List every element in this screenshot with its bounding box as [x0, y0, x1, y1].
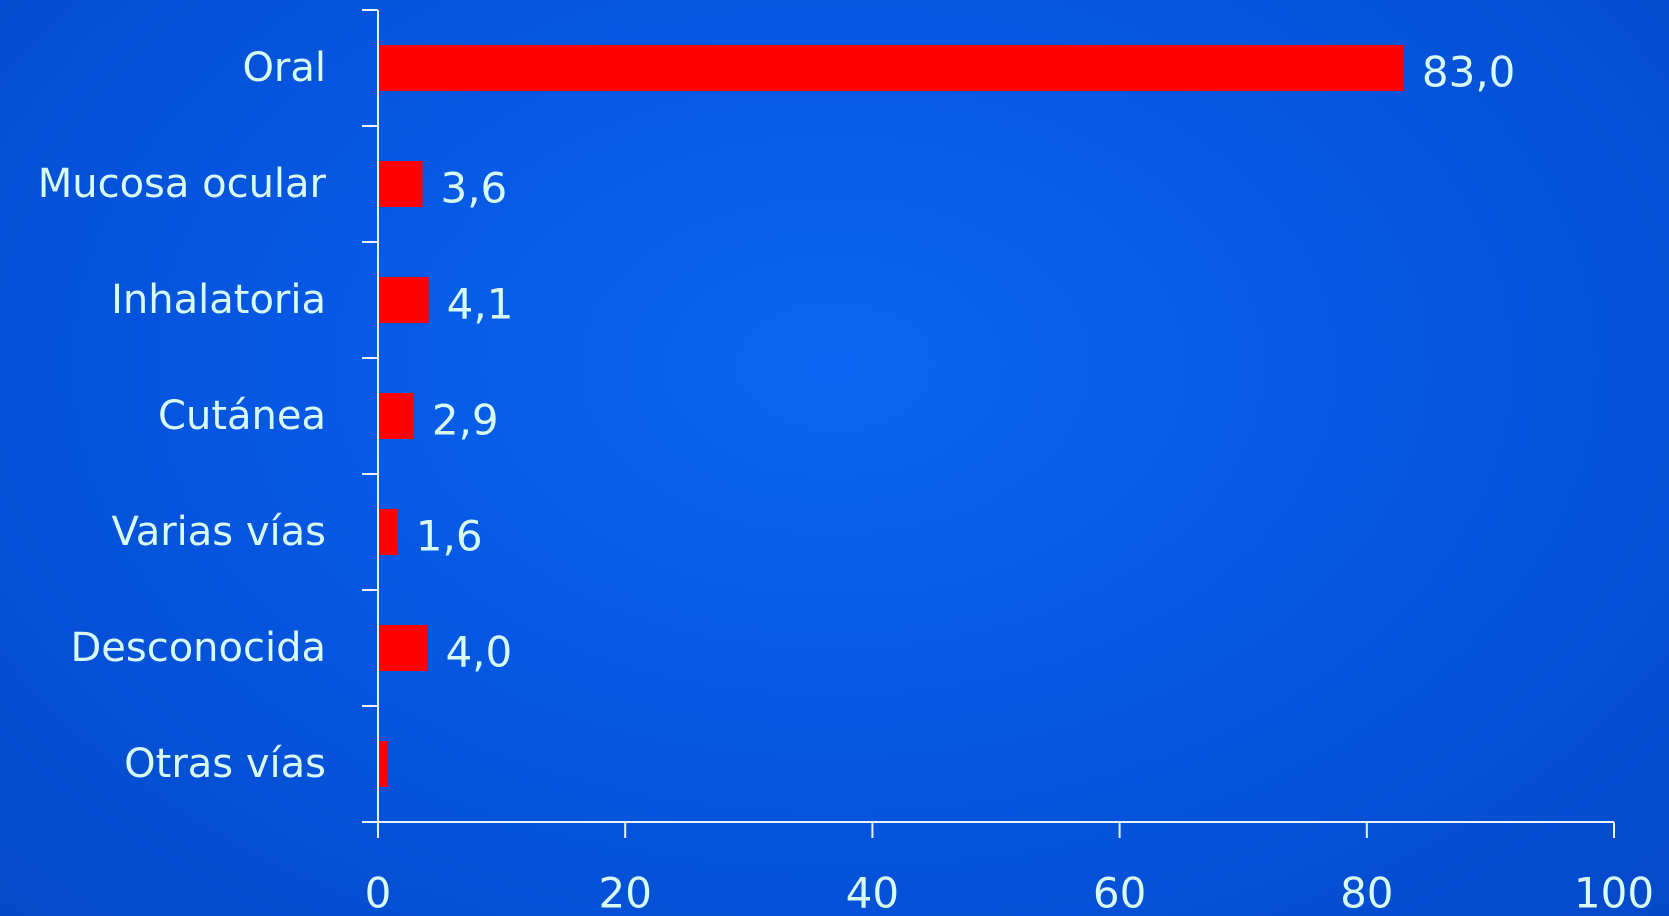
data-labels-group: 83,0 3,6 4,1 2,9 1,6 4,0 — [416, 48, 1516, 677]
data-label: 2,9 — [432, 396, 499, 445]
bar — [378, 161, 423, 207]
category-label: Desconocida — [70, 625, 326, 671]
data-label: 3,6 — [440, 164, 507, 213]
category-labels-group: Oral Mucosa ocular Inhalatoria Cutánea Varia… — [38, 45, 327, 787]
bars-group — [378, 45, 1404, 787]
category-label: Inhalatoria — [111, 277, 326, 323]
category-label: Mucosa ocular — [38, 161, 327, 207]
category-label: Varias vías — [111, 509, 326, 555]
bar — [378, 393, 414, 439]
data-label: 4,0 — [445, 628, 512, 677]
x-tick-label: 80 — [1340, 869, 1393, 916]
bar — [378, 45, 1404, 91]
bar — [378, 277, 429, 323]
x-tick-label: 60 — [1093, 869, 1146, 916]
category-label: Oral — [242, 45, 326, 91]
data-label: 1,6 — [416, 512, 483, 561]
data-label: 4,1 — [447, 280, 514, 329]
x-tick-label: 100 — [1574, 869, 1654, 916]
category-label: Cutánea — [158, 393, 326, 439]
x-tick-label: 20 — [598, 869, 651, 916]
bar — [378, 741, 388, 787]
bar — [378, 625, 428, 671]
category-label: Otras vías — [124, 741, 326, 787]
data-label: 83,0 — [1422, 48, 1516, 97]
bar — [378, 509, 398, 555]
x-tick-label: 40 — [846, 869, 899, 916]
axes-group: 0 20 40 60 80 100 — [362, 9, 1654, 916]
x-tick-label: 0 — [365, 869, 392, 916]
